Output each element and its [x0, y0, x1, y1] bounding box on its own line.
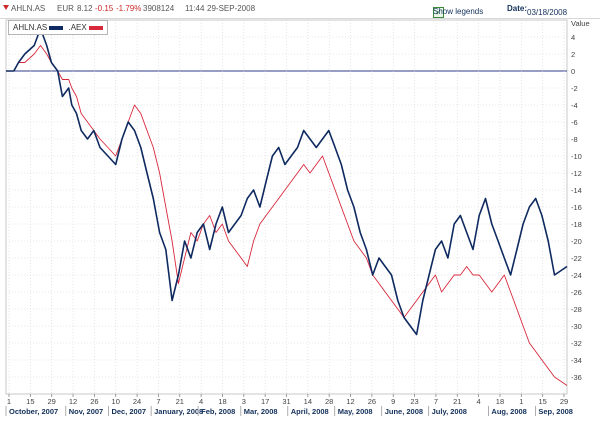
y-tick-label: -30 [571, 322, 582, 331]
x-day-tick-label: 12 [69, 397, 77, 406]
legend-swatch-ahln [49, 25, 64, 30]
x-day-tick-label: 29 [560, 397, 568, 406]
y-axis-label: Value [571, 19, 590, 28]
x-day-tick-label: 14 [304, 397, 312, 406]
y-tick-label: 2 [571, 50, 575, 59]
x-day-tick-label: 12 [346, 397, 354, 406]
x-month-label: Aug, 2008 [491, 407, 526, 416]
x-month-label: June, 2008 [385, 407, 423, 416]
x-day-tick-label: 7 [434, 397, 438, 406]
date-readout: Date: 03/18/2008 [507, 4, 567, 17]
x-day-tick-label: 28 [325, 397, 333, 406]
x-month-label: Mar, 2008 [244, 407, 278, 416]
y-tick-label: -8 [571, 135, 578, 144]
x-day-tick-label: 10 [112, 397, 120, 406]
y-tick-label: -6 [571, 118, 578, 127]
series-line-ahln [6, 27, 568, 336]
y-tick-label: 0 [571, 67, 575, 76]
y-tick-label: -24 [571, 271, 582, 280]
y-tick-label: -28 [571, 305, 582, 314]
legend-item-ahln: AHLN.AS [13, 23, 64, 32]
x-day-tick-label: 17 [261, 397, 269, 406]
x-day-tick-label: 18 [496, 397, 504, 406]
down-arrow-icon [3, 5, 9, 10]
x-day-tick-label: 26 [368, 397, 376, 406]
x-day-tick-label: 24 [133, 397, 141, 406]
x-day-tick-label: 4 [477, 397, 481, 406]
date-readout-label: Date: [507, 4, 528, 13]
volume-value: 3908124 [143, 4, 175, 13]
x-day-tick-label: 1 [7, 397, 11, 406]
y-tick-label: -10 [571, 152, 582, 161]
x-day-tick-label: 3 [242, 397, 246, 406]
x-day-tick-label: 9 [391, 397, 395, 406]
x-day-tick-label: 21 [176, 397, 184, 406]
x-day-tick-label: 4 [199, 397, 203, 406]
y-tick-label: -22 [571, 254, 582, 263]
change-percent: -1.79% [116, 4, 142, 13]
x-day-tick-label: 21 [453, 397, 461, 406]
y-tick-label: -20 [571, 237, 582, 246]
y-tick-label: -4 [571, 101, 578, 110]
series-line-aex [6, 45, 568, 386]
time-value: 11:44 [185, 4, 205, 13]
y-tick-label: -36 [571, 373, 582, 382]
legend-item-aex: .AEX [68, 23, 103, 32]
x-month-label: October, 2007 [9, 407, 58, 416]
x-day-tick-label: 15 [538, 397, 546, 406]
quote-header: AHLN.AS EUR 8.12 -0.15 -1.79% 3908124 11… [0, 0, 600, 19]
legend-label-aex: .AEX [68, 23, 87, 32]
x-day-tick-label: 1 [519, 397, 523, 406]
date-readout-value: 03/18/2008 [527, 8, 568, 17]
price-value: 8.12 [77, 4, 93, 13]
x-day-tick-label: 7 [156, 397, 160, 406]
x-month-label: Dec, 2007 [111, 407, 146, 416]
x-month-label: January, 2008 [154, 407, 203, 416]
x-day-tick-label: 31 [282, 397, 290, 406]
legend-swatch-aex [88, 25, 103, 30]
x-month-label: April, 2008 [291, 407, 329, 416]
y-axis: 4 2 0 -2 -4 -6 -8 -10 -12 -14 -16 -18 -20 -22 -24 -26 -2… [571, 19, 590, 382]
x-day-tick-label: 18 [218, 397, 226, 406]
x-month-label: May, 2008 [338, 407, 373, 416]
x-day-tick-label: 23 [410, 397, 418, 406]
y-tick-label: -14 [571, 186, 582, 195]
y-tick-label: -34 [571, 356, 582, 365]
currency-label: EUR [57, 4, 74, 13]
y-tick-label: -12 [571, 169, 582, 178]
chart-legend: AHLN.AS .AEX [8, 20, 108, 35]
x-day-tick-label: 15 [26, 397, 34, 406]
chart-grid [5, 19, 568, 395]
y-tick-label: -32 [571, 339, 582, 348]
x-day-tick-label: 29 [48, 397, 56, 406]
y-tick-label: -26 [571, 288, 582, 297]
x-month-label: July, 2008 [432, 407, 467, 416]
y-tick-label: 4 [571, 33, 575, 42]
checkbox-checked-icon[interactable]: ✓ [433, 7, 444, 18]
legend-label-ahln: AHLN.AS [13, 23, 48, 32]
x-month-label: Feb, 2008 [201, 407, 235, 416]
y-tick-label: -18 [571, 220, 582, 229]
y-tick-label: -2 [571, 84, 578, 93]
y-tick-label: -16 [571, 203, 582, 212]
change-value: -0.15 [95, 4, 114, 13]
chart-series [6, 27, 568, 386]
x-month-label: Nov, 2007 [69, 407, 103, 416]
date-value: 29-SEP-2008 [207, 4, 256, 13]
x-month-label: Sep, 2008 [538, 407, 573, 416]
x-axis: 1 15 29 12 26 10 24 7 21 4 18 3 17 31 14 28 12 26 9 23 7 21 4 1… [5, 394, 573, 416]
symbol-label: AHLN.AS [11, 4, 46, 13]
x-day-tick-label: 26 [90, 397, 98, 406]
show-legends-label: Show legends [433, 7, 484, 16]
